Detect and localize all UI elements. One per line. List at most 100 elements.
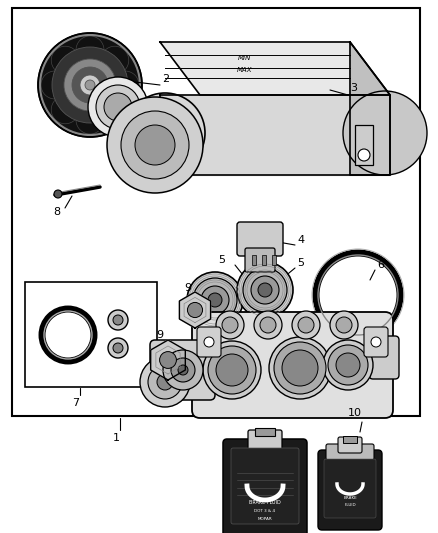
Bar [12, 8, 420, 416]
FancyBboxPatch shape [223, 439, 307, 533]
Polygon shape [160, 95, 390, 175]
Circle shape [216, 354, 248, 386]
Text: 9: 9 [156, 330, 163, 340]
Bar [262, 255, 266, 265]
Polygon shape [180, 292, 211, 328]
FancyBboxPatch shape [150, 340, 215, 400]
Text: DOT 3 & 4: DOT 3 & 4 [254, 509, 276, 513]
FancyBboxPatch shape [245, 248, 275, 272]
Circle shape [237, 262, 293, 318]
Circle shape [64, 59, 116, 111]
Circle shape [208, 346, 256, 394]
Text: BRAKE: BRAKE [343, 496, 357, 500]
Circle shape [104, 93, 132, 121]
Text: 7: 7 [72, 398, 80, 408]
FancyBboxPatch shape [338, 437, 362, 453]
Circle shape [107, 97, 203, 193]
Circle shape [243, 268, 287, 312]
Circle shape [358, 149, 370, 161]
Circle shape [371, 337, 381, 347]
FancyBboxPatch shape [364, 327, 388, 357]
Polygon shape [350, 42, 390, 175]
Circle shape [336, 353, 360, 377]
Circle shape [216, 311, 244, 339]
Text: 10: 10 [348, 408, 362, 418]
Circle shape [171, 358, 195, 382]
Circle shape [203, 341, 261, 399]
Bar [343, 436, 357, 443]
Circle shape [201, 286, 229, 314]
Text: 5: 5 [218, 255, 225, 265]
Circle shape [187, 302, 202, 318]
Circle shape [251, 276, 279, 304]
Circle shape [157, 374, 173, 390]
Circle shape [193, 278, 237, 322]
Circle shape [328, 345, 368, 385]
Circle shape [113, 343, 123, 353]
Circle shape [88, 77, 148, 137]
Text: MAX: MAX [237, 67, 253, 73]
Circle shape [204, 337, 214, 347]
Text: 1: 1 [113, 433, 120, 443]
Circle shape [125, 93, 205, 173]
Circle shape [72, 67, 108, 103]
Circle shape [108, 338, 128, 358]
Circle shape [51, 46, 79, 74]
Circle shape [101, 46, 129, 74]
Circle shape [260, 317, 276, 333]
Circle shape [292, 311, 320, 339]
Circle shape [148, 365, 182, 399]
Text: 6: 6 [377, 260, 384, 270]
Circle shape [282, 350, 318, 386]
FancyBboxPatch shape [192, 312, 393, 418]
Circle shape [76, 106, 104, 134]
Circle shape [330, 311, 358, 339]
FancyBboxPatch shape [231, 448, 299, 524]
Circle shape [76, 36, 104, 64]
Circle shape [96, 85, 140, 129]
Circle shape [54, 190, 62, 198]
FancyBboxPatch shape [197, 327, 221, 357]
Polygon shape [160, 42, 390, 95]
Text: 9: 9 [184, 283, 191, 293]
FancyBboxPatch shape [248, 430, 282, 450]
Circle shape [140, 357, 190, 407]
Circle shape [51, 96, 79, 124]
Circle shape [222, 317, 238, 333]
Text: 3: 3 [350, 83, 357, 93]
Circle shape [298, 317, 314, 333]
Circle shape [38, 33, 142, 137]
Bar [255, 428, 275, 436]
Circle shape [113, 315, 123, 325]
Circle shape [85, 80, 95, 90]
Circle shape [343, 91, 427, 175]
Circle shape [108, 310, 128, 330]
Text: 2: 2 [162, 74, 169, 84]
FancyBboxPatch shape [326, 444, 374, 460]
Text: 4: 4 [297, 235, 304, 245]
FancyBboxPatch shape [237, 222, 283, 256]
Circle shape [41, 71, 69, 99]
Circle shape [163, 350, 203, 390]
Circle shape [52, 47, 128, 123]
Text: 5: 5 [297, 258, 304, 268]
Circle shape [323, 340, 373, 390]
Text: 8: 8 [53, 207, 60, 217]
Circle shape [121, 111, 189, 179]
Circle shape [274, 342, 326, 394]
Text: MOPAR: MOPAR [258, 517, 272, 521]
Circle shape [111, 71, 139, 99]
Circle shape [258, 283, 272, 297]
Circle shape [135, 125, 175, 165]
Bar [272, 255, 276, 265]
Bar [355, 125, 373, 165]
FancyBboxPatch shape [318, 450, 382, 530]
Circle shape [336, 317, 352, 333]
Circle shape [178, 365, 188, 375]
Polygon shape [151, 340, 185, 380]
Circle shape [208, 293, 222, 307]
Text: MIN: MIN [238, 55, 252, 61]
FancyBboxPatch shape [369, 336, 399, 379]
Circle shape [101, 96, 129, 124]
Circle shape [269, 337, 331, 399]
